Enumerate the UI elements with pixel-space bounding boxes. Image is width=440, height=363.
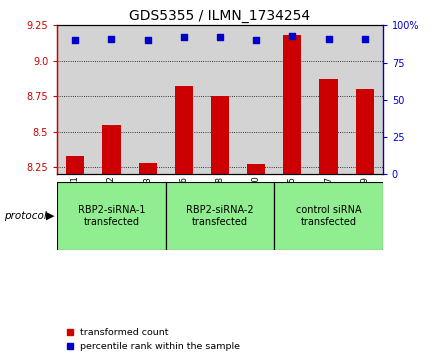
Point	[325, 36, 332, 42]
Bar	[57, 25, 93, 174]
Bar	[274, 25, 311, 174]
Legend: transformed count, percentile rank within the sample: transformed count, percentile rank withi…	[62, 325, 244, 355]
Point	[108, 36, 115, 42]
Point	[361, 36, 368, 42]
Bar	[57, 182, 166, 250]
Bar	[129, 25, 166, 174]
Point	[144, 37, 151, 43]
Point	[253, 37, 260, 43]
Point	[289, 33, 296, 39]
Point	[72, 37, 79, 43]
Bar	[247, 164, 265, 174]
Bar	[356, 89, 374, 174]
Title: GDS5355 / ILMN_1734254: GDS5355 / ILMN_1734254	[129, 9, 311, 23]
Text: ▶: ▶	[46, 211, 55, 221]
Bar	[166, 25, 202, 174]
Bar	[283, 35, 301, 174]
Bar	[274, 182, 383, 250]
Bar	[238, 25, 274, 174]
Bar	[166, 182, 274, 250]
Bar	[66, 156, 84, 174]
Bar	[319, 79, 337, 174]
Text: control siRNA
transfected: control siRNA transfected	[296, 205, 361, 227]
Bar	[175, 86, 193, 174]
Bar	[103, 125, 121, 174]
Text: RBP2-siRNA-2
transfected: RBP2-siRNA-2 transfected	[186, 205, 254, 227]
Bar	[93, 25, 129, 174]
Bar	[202, 25, 238, 174]
Bar	[347, 25, 383, 174]
Text: protocol: protocol	[4, 211, 47, 221]
Point	[216, 34, 224, 40]
Point	[180, 34, 187, 40]
Text: RBP2-siRNA-1
transfected: RBP2-siRNA-1 transfected	[78, 205, 145, 227]
Bar	[139, 163, 157, 174]
Bar	[311, 25, 347, 174]
Bar	[211, 96, 229, 174]
